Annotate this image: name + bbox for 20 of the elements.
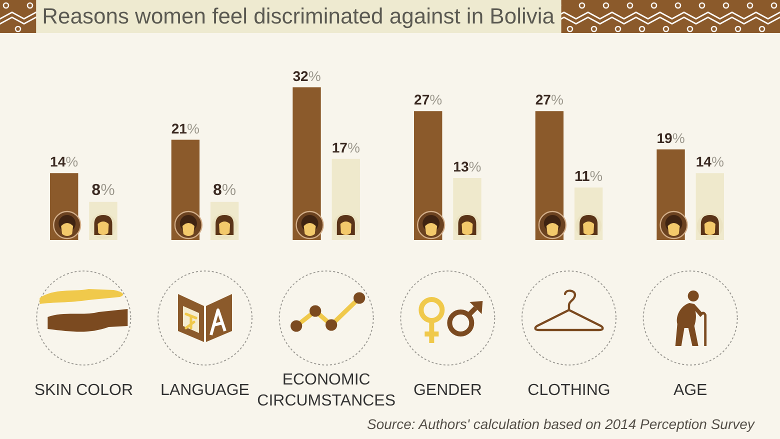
chart-title: Reasons women feel discriminated against in Bolivia bbox=[42, 4, 556, 29]
data-label: 32% bbox=[292, 68, 321, 84]
x-tick-label: CLOTHING bbox=[528, 382, 610, 399]
x-tick-label: ECONOMIC CIRCUMSTANCES bbox=[257, 372, 396, 410]
data-label: 8% bbox=[212, 182, 236, 199]
data-label: 21% bbox=[171, 120, 200, 136]
x-tick-label: AGE bbox=[673, 382, 708, 399]
data-label: 8% bbox=[92, 182, 115, 199]
data-label: 14% bbox=[50, 154, 78, 170]
data-label: 19% bbox=[656, 130, 685, 146]
data-label: 17% bbox=[332, 139, 360, 156]
data-label: 14% bbox=[696, 154, 724, 170]
data-label: 11% bbox=[574, 168, 603, 185]
source-note: Source: Authors' calculation based on 2014 Perception Survey bbox=[367, 416, 756, 432]
x-tick-label: SKIN COLOR bbox=[34, 382, 134, 399]
x-tick-label: GENDER bbox=[413, 382, 482, 399]
data-label: 27% bbox=[414, 92, 442, 108]
data-label: 13% bbox=[453, 158, 482, 174]
data-label: 27% bbox=[535, 92, 564, 108]
x-tick-label: LANGUAGE bbox=[160, 382, 250, 399]
